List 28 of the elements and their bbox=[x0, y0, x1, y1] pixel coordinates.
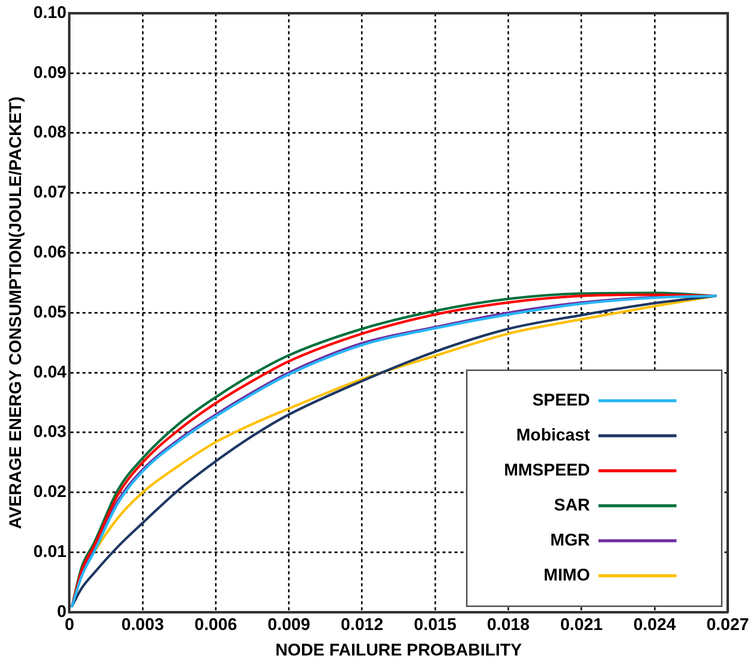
y-tick-label: 0.02 bbox=[33, 482, 66, 502]
x-tick-label: 0.012 bbox=[340, 615, 384, 634]
x-tick-label: 0.027 bbox=[706, 615, 750, 634]
x-axis-title: NODE FAILURE PROBABILITY bbox=[275, 640, 523, 660]
x-tick-label: 0.006 bbox=[194, 615, 238, 634]
y-tick-label: 0.03 bbox=[33, 422, 66, 442]
y-axis-title: AVERAGE ENERGY CONSUMPTION(JOULE/PACKET) bbox=[6, 96, 25, 530]
legend-label: SAR bbox=[554, 495, 590, 514]
x-tick-label: 0.015 bbox=[414, 615, 456, 634]
x-tick-label: 0.018 bbox=[487, 615, 530, 634]
x-tick-label: 0.009 bbox=[268, 615, 310, 634]
y-tick-label: 0 bbox=[57, 602, 66, 621]
legend-label: MMSPEED bbox=[504, 460, 590, 480]
y-tick-label: 0.01 bbox=[33, 542, 66, 561]
y-tick-label: 0.04 bbox=[33, 362, 68, 382]
y-tick-label: 0.10 bbox=[33, 2, 66, 22]
legend-label: MGR bbox=[550, 530, 590, 550]
x-tick-label: 0.021 bbox=[560, 615, 603, 634]
x-tick-label: 0.024 bbox=[633, 615, 676, 634]
legend-label: SPEED bbox=[532, 390, 590, 410]
x-tick-label: 0.003 bbox=[121, 615, 164, 634]
y-tick-label: 0.08 bbox=[33, 122, 66, 142]
y-tick-label: 0.05 bbox=[33, 302, 66, 322]
y-tick-label: 0.07 bbox=[33, 182, 66, 202]
legend-label: Mobicast bbox=[516, 425, 590, 444]
y-tick-label: 0.06 bbox=[33, 242, 66, 262]
legend-label: MIMO bbox=[544, 565, 590, 584]
y-tick-label: 0.09 bbox=[33, 62, 66, 82]
